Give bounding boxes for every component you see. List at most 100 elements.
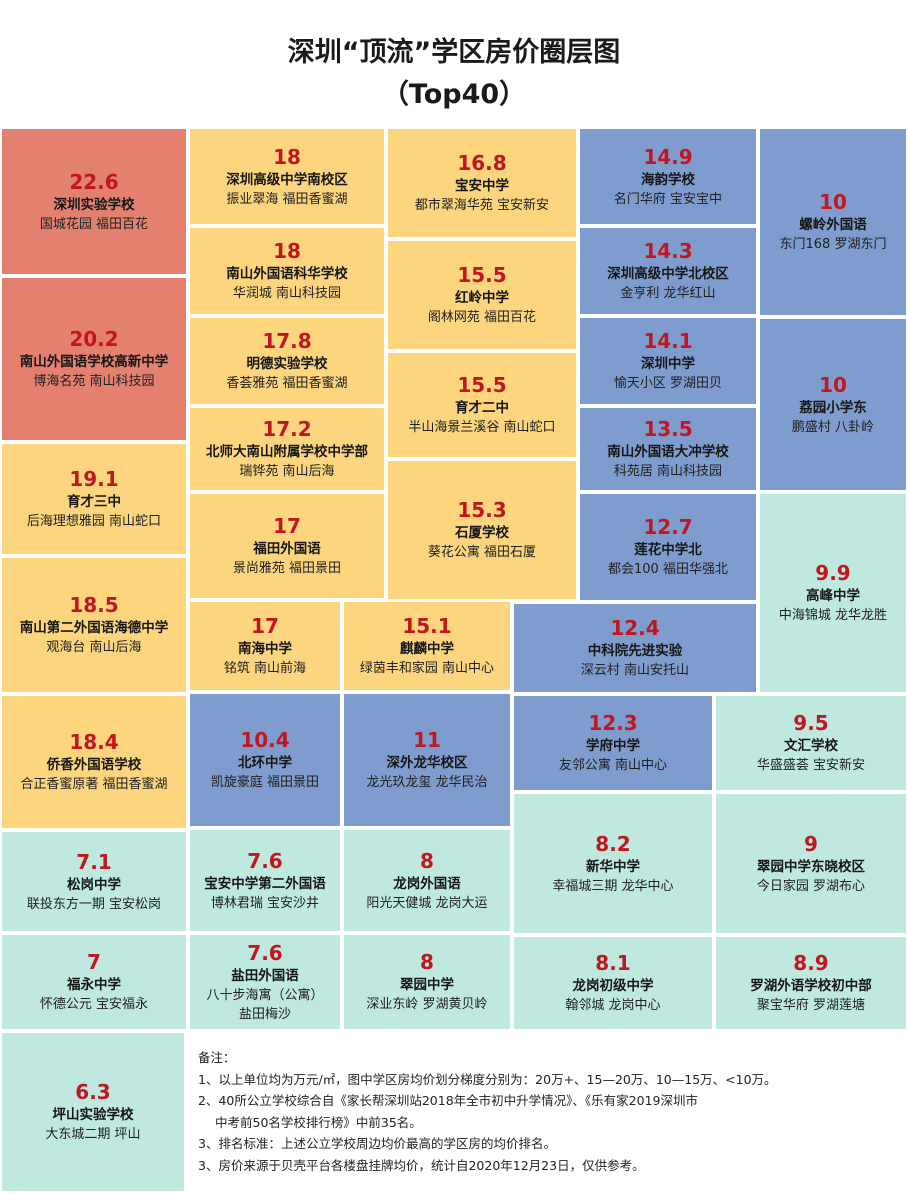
tile-school-name: 龙岗外国语 [393, 875, 461, 892]
tile-value: 17.8 [262, 329, 312, 353]
treemap-tile: 12.3 学府中学 友邻公寓 南山中心 [512, 694, 714, 792]
tile-value: 15.5 [457, 373, 507, 397]
treemap-tile: 9.5 文汇学校 华盛盛荟 宝安新安 [714, 694, 908, 792]
note-line-1: 1、以上单位均为万元/㎡，图中学区房均价划分梯度分别为：20万+、15—20万、… [198, 1071, 777, 1087]
tile-estate: 铭筑 南山前海 [223, 661, 307, 676]
treemap-tile: 10.4 北环中学 凯旋豪庭 福田景田 [188, 692, 342, 828]
tile-school-name: 罗湖外语学校初中部 [750, 978, 872, 994]
tile-estate: 大东城二期 坪山 [45, 1127, 141, 1142]
tile-value: 10 [819, 372, 847, 397]
tile-school-name: 北师大南山附属学校中学部 [206, 444, 368, 460]
tile-school-name: 深圳高级中学北校区 [607, 266, 729, 282]
tile-school-name: 福永中学 [67, 977, 121, 993]
tile-estate: 名门华府 宝安宝中 [613, 191, 723, 207]
tile-estate: 葵花公寓 福田石厦 [427, 545, 537, 560]
tile-value: 8.9 [793, 951, 829, 975]
tile-school-name: 明德实验学校 [246, 356, 328, 372]
tile-school-name: 宝安中学第二外国语 [204, 875, 326, 892]
tile-school-name: 红岭中学 [455, 290, 509, 306]
treemap-tile: 16.8 宝安中学 都市翠海华苑 宝安新安 [386, 127, 578, 239]
treemap-tile: 7.6 宝安中学第二外国语 博林君瑞 宝安沙井 [188, 828, 342, 933]
treemap-tile: 12.4 中科院先进实验 深云村 南山安托山 [512, 602, 758, 694]
tile-school-name: 翠园中学 [400, 977, 454, 993]
treemap-tile: 17.8 明德实验学校 香荟雅苑 福田香蜜湖 [188, 316, 386, 406]
tile-school-name: 深外龙华校区 [386, 755, 468, 771]
tile-estate: 半山海景兰溪谷 南山蛇口 [408, 420, 556, 435]
tile-school-name: 莲花中学北 [634, 542, 702, 558]
tile-value: 20.2 [69, 327, 119, 351]
tile-estate: 国城花园 福田百花 [39, 216, 149, 232]
tile-estate: 东门168 罗湖东门 [779, 237, 887, 252]
tile-school-name: 高峰中学 [806, 588, 860, 604]
tile-value: 7.6 [247, 940, 283, 965]
treemap-tile: 18 南山外国语科华学校 华润城 南山科技园 [188, 226, 386, 316]
tile-school-name: 文汇学校 [784, 738, 838, 754]
tile-estate: 阁林网苑 福田百花 [427, 310, 537, 325]
treemap-tile: 15.3 石厦学校 葵花公寓 福田石厦 [386, 459, 578, 601]
tile-value: 7.1 [76, 849, 112, 874]
tile-estate: 观海台 南山后海 [46, 640, 142, 655]
tile-school-name: 中科院先进实验 [587, 643, 683, 659]
treemap-tile: 18.4 侨香外国语学校合正香蜜原著 福田香蜜湖 [0, 694, 188, 830]
tile-estate: 凯旋豪庭 福田景田 [210, 775, 320, 790]
treemap-tile: 15.5 育才二中半山海景兰溪谷 南山蛇口 [386, 351, 578, 459]
tile-value: 11 [413, 728, 441, 752]
treemap-tile: 8 翠园中学深业东岭 罗湖黄贝岭 [342, 933, 512, 1031]
treemap-tile: 17 南海中学 铭筑 南山前海 [188, 600, 342, 692]
tile-value: 17.2 [262, 417, 312, 441]
tile-school-name: 深圳实验学校 [53, 196, 135, 213]
note-line-2-cont: 中考前50名学校排行榜》中前35名。 [215, 1114, 422, 1130]
tile-value: 12.7 [643, 515, 693, 539]
tile-school-name: 深圳中学 [641, 356, 695, 372]
tile-value: 7.6 [247, 848, 283, 873]
tile-school-name: 麒麟中学 [400, 641, 454, 657]
tile-estate: 都市翠海华苑 宝安新安 [414, 198, 550, 213]
tile-school-name: 育才二中 [455, 400, 509, 416]
tile-school-name: 荔园小学东 [799, 399, 867, 416]
tile-school-name: 南山外国语科华学校 [226, 266, 348, 282]
tile-estate: 金亨利 龙华红山 [620, 286, 716, 301]
treemap-tile: 14.9 海韵学校 名门华府 宝安宝中 [578, 127, 758, 226]
tile-estate: 景尚雅苑 福田景田 [232, 561, 342, 576]
tile-estate: 龙光玖龙玺 龙华民治 [366, 775, 488, 790]
tile-estate: 华润城 南山科技园 [232, 286, 342, 301]
tile-value: 8.2 [595, 831, 631, 856]
tile-value: 18.4 [69, 730, 119, 754]
tile-value: 19.1 [69, 467, 119, 491]
treemap-tile: 9.9 高峰中学 中海锦城 龙华龙胜 [758, 492, 908, 694]
tile-estate: 深业东岭 罗湖黄贝岭 [366, 997, 488, 1012]
treemap-tile: 8 龙岗外国语 阳光天健城 龙岗大运 [342, 828, 512, 933]
treemap-tile: 18 深圳高级中学南校区 振业翠海 福田香蜜湖 [188, 127, 386, 226]
tile-value: 18 [273, 239, 301, 263]
tile-estate: 合正香蜜原著 福田香蜜湖 [20, 777, 168, 792]
treemap-tile: 18.5 南山第二外国语海德中学 观海台 南山后海 [0, 556, 188, 694]
tile-school-name: 海韵学校 [641, 171, 695, 188]
tile-estate: 翰邻城 龙岗中心 [565, 998, 661, 1013]
tile-value: 15.1 [402, 614, 452, 638]
tile-value: 15.5 [457, 263, 507, 287]
tile-value: 8 [420, 950, 434, 974]
treemap-tile: 10 荔园小学东 鹏盛村 八卦岭 [758, 317, 908, 492]
tile-value: 18.5 [69, 593, 119, 617]
tile-school-name: 南山第二外国语海德中学 [19, 620, 169, 636]
chart-subtitle: （Top40） [381, 79, 527, 110]
treemap-tile: 15.5 红岭中学阁林网苑 福田百花 [386, 239, 578, 351]
tile-school-name: 宝安中学 [455, 178, 509, 194]
treemap-tile: 20.2 南山外国语学校高新中学 博海名苑 南山科技园 [0, 276, 188, 442]
tile-value: 14.1 [643, 329, 693, 353]
note-line-4: 3、房价来源于贝壳平台各楼盘挂牌均价，统计自2020年12月23日，仅供参考。 [198, 1157, 645, 1173]
tile-value: 10 [819, 190, 847, 214]
tile-estate-area: 盐田梅沙 [238, 1006, 291, 1022]
tile-value: 15.3 [457, 498, 507, 522]
tile-value: 13.5 [643, 417, 693, 441]
tile-estate: 幸福城三期 龙华中心 [552, 878, 674, 894]
tile-school-name: 侨香外国语学校 [46, 757, 142, 773]
treemap-tile: 11 深外龙华校区龙光玖龙玺 龙华民治 [342, 692, 512, 828]
treemap-tile: 7 福永中学 怀德公元 宝安福永 [0, 933, 188, 1031]
tile-school-name: 螺岭外国语 [799, 217, 867, 233]
treemap-tile: 7.1 松岗中学 联投东方一期 宝安松岗 [0, 830, 188, 933]
tile-value: 8.1 [595, 951, 631, 975]
tile-estate: 绿茵丰和家园 南山中心 [359, 661, 495, 676]
tile-school-name: 翠园中学东晓校区 [757, 858, 865, 875]
